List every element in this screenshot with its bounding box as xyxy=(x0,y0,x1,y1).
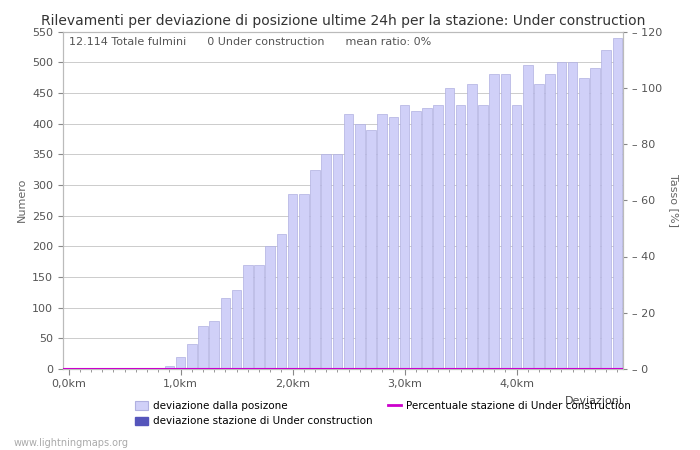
Bar xyxy=(389,117,398,369)
Y-axis label: Numero: Numero xyxy=(17,178,27,222)
Text: Deviazioni: Deviazioni xyxy=(565,396,623,406)
Bar xyxy=(545,74,555,369)
Bar xyxy=(422,108,432,369)
Bar xyxy=(220,298,230,369)
Bar xyxy=(243,265,253,369)
Bar xyxy=(489,74,499,369)
Bar xyxy=(556,62,566,369)
Bar xyxy=(232,290,242,369)
Bar xyxy=(254,265,264,369)
Bar xyxy=(209,321,219,369)
Bar xyxy=(176,357,186,369)
Bar xyxy=(299,194,309,369)
Legend: deviazione dalla posizone, deviazione stazione di Under construction, Percentual: deviazione dalla posizone, deviazione st… xyxy=(135,401,631,427)
Bar xyxy=(187,344,197,369)
Y-axis label: Tasso [%]: Tasso [%] xyxy=(669,174,679,227)
Bar xyxy=(579,77,589,369)
Bar xyxy=(321,154,331,369)
Bar xyxy=(344,114,354,369)
Bar xyxy=(400,105,410,369)
Bar xyxy=(332,154,342,369)
Bar xyxy=(276,234,286,369)
Bar xyxy=(568,62,578,369)
Bar xyxy=(288,194,298,369)
Bar xyxy=(411,111,421,369)
Bar xyxy=(310,170,320,369)
Bar xyxy=(612,38,622,369)
Bar xyxy=(534,84,544,369)
Bar xyxy=(198,326,208,369)
Text: 12.114 Totale fulmini      0 Under construction      mean ratio: 0%: 12.114 Totale fulmini 0 Under constructi… xyxy=(69,36,431,46)
Bar xyxy=(523,65,533,369)
Bar xyxy=(377,114,387,369)
Bar xyxy=(590,68,600,369)
Bar xyxy=(512,105,522,369)
Text: www.lightningmaps.org: www.lightningmaps.org xyxy=(14,438,129,448)
Title: Rilevamenti per deviazione di posizione ultime 24h per la stazione: Under constr: Rilevamenti per deviazione di posizione … xyxy=(41,14,645,27)
Bar xyxy=(456,105,466,369)
Bar xyxy=(478,105,488,369)
Bar xyxy=(500,74,510,369)
Bar xyxy=(366,130,376,369)
Bar xyxy=(601,50,611,369)
Bar xyxy=(164,366,174,369)
Bar xyxy=(265,246,275,369)
Bar xyxy=(467,84,477,369)
Bar xyxy=(355,124,365,369)
Bar xyxy=(444,88,454,369)
Bar xyxy=(433,105,443,369)
